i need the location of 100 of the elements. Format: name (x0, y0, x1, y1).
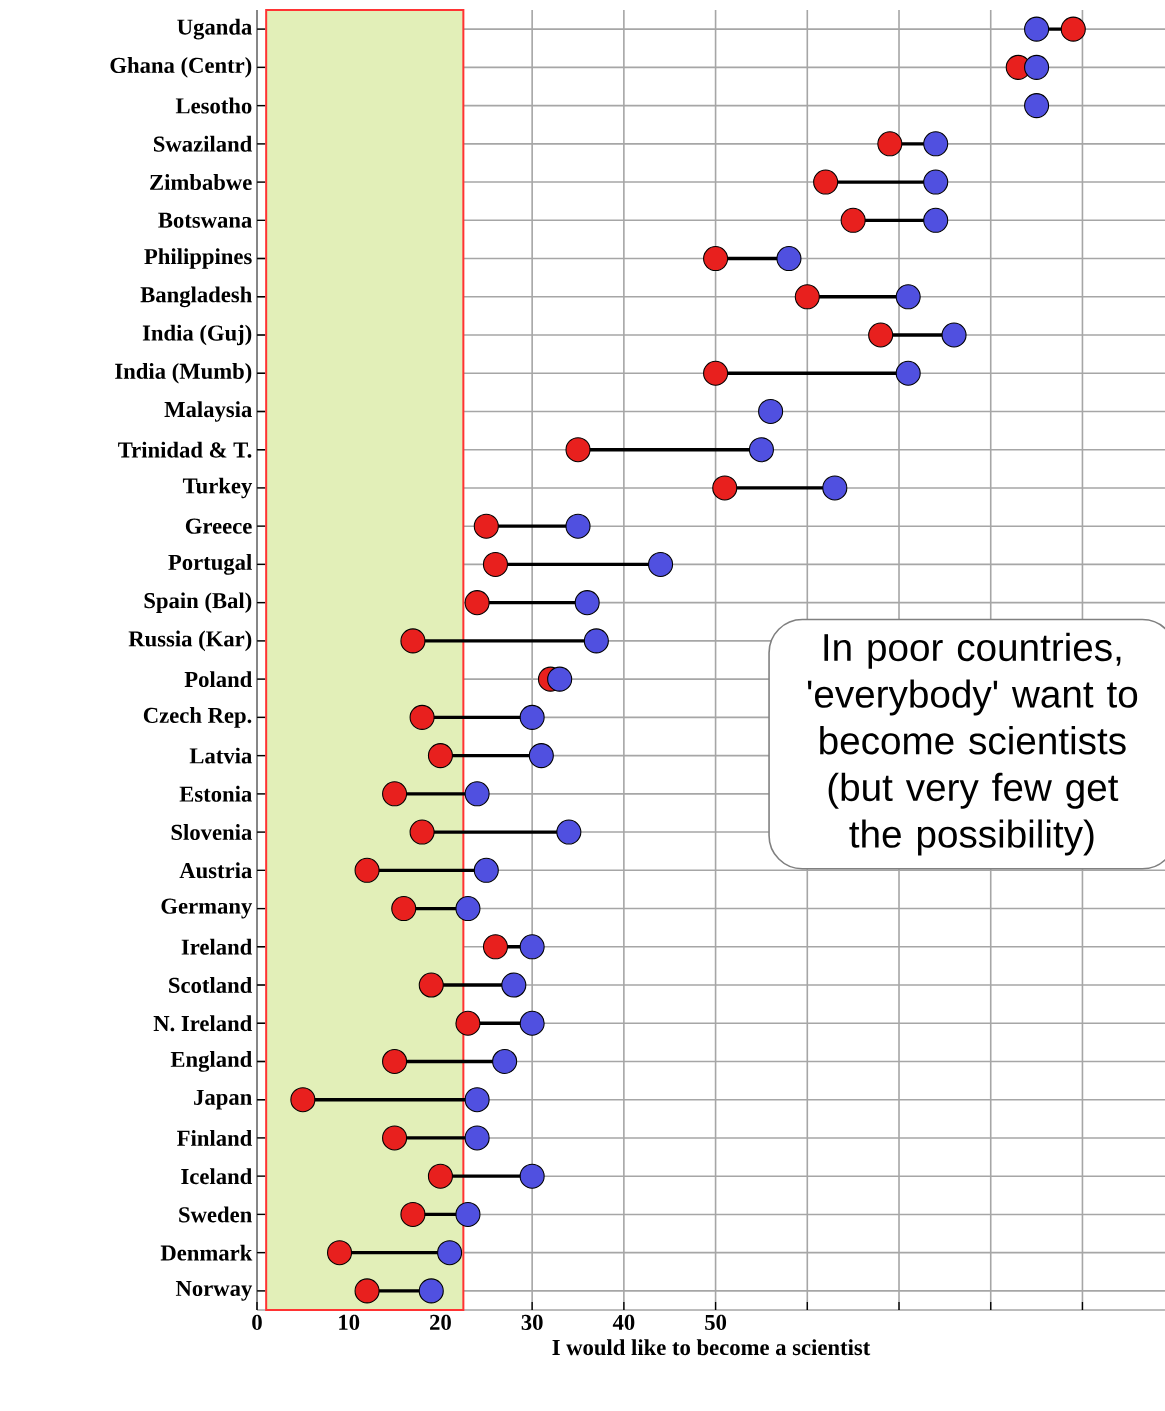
point (464, 590, 490, 616)
point (427, 1163, 453, 1189)
point (409, 819, 435, 845)
point (400, 628, 426, 654)
point (877, 131, 903, 157)
point (519, 934, 545, 960)
point (583, 628, 609, 654)
point (492, 1048, 518, 1075)
point (574, 590, 600, 616)
y-tick-label: Ireland (181, 938, 253, 955)
y-tick-label: Zimbabwe (150, 174, 252, 191)
point (418, 972, 444, 998)
x-tick-label: 0 (252, 1314, 262, 1331)
point (437, 1240, 463, 1266)
y-tick-label: India (Guj) (142, 324, 252, 346)
point (703, 246, 729, 272)
point (519, 1010, 545, 1036)
point (473, 513, 499, 539)
point (895, 360, 921, 386)
point (813, 169, 839, 195)
point (400, 1201, 426, 1227)
point (519, 1163, 545, 1189)
y-tick-label: Estonia (179, 785, 252, 802)
point (758, 398, 784, 425)
point (703, 360, 729, 386)
point (1024, 93, 1050, 119)
point (464, 1087, 490, 1113)
point (464, 1125, 490, 1151)
point (382, 781, 408, 807)
y-tick-label: Scotland (169, 977, 253, 993)
point (327, 1240, 353, 1266)
point (547, 666, 573, 692)
y-tick-label: Greece (185, 518, 252, 534)
x-tick-label: 30 (521, 1314, 543, 1331)
y-tick-label: England (170, 1051, 253, 1072)
y-tick-label: Botswana (158, 212, 252, 228)
point (455, 1201, 481, 1227)
point (565, 437, 591, 463)
point (648, 551, 674, 577)
y-tick-label: Czech Rep. (143, 707, 252, 728)
point (382, 1048, 408, 1075)
point (923, 131, 949, 157)
point (776, 246, 802, 272)
y-tick-label: Swaziland (153, 135, 253, 152)
point (822, 475, 848, 501)
point (473, 857, 499, 883)
point (391, 896, 417, 922)
point (748, 437, 774, 463)
y-tick-label: Philippines (144, 248, 252, 269)
point (556, 819, 582, 845)
point (528, 743, 554, 769)
point (409, 704, 435, 730)
point (482, 934, 508, 960)
y-tick-label: Trinidad & T. (118, 441, 252, 458)
point (895, 284, 921, 310)
x-tick-label: 10 (339, 1314, 360, 1331)
point (519, 704, 545, 730)
annotation: In poor countries, 'everybody' want to become scientists (but very few get the possibility) (807, 632, 1138, 856)
y-tick-label: Ghana (Centr) (110, 57, 252, 78)
y-tick-label: Germany (161, 898, 253, 919)
point (455, 896, 481, 922)
y-tick-label: Spain (Bal) (144, 592, 252, 613)
point (1024, 54, 1050, 80)
x-tick-label: 40 (612, 1314, 635, 1331)
point (382, 1125, 408, 1151)
point (868, 322, 894, 348)
point (941, 322, 967, 348)
point (464, 781, 490, 807)
y-tick-label: Uganda (177, 18, 252, 40)
y-tick-label: Sweden (179, 1206, 252, 1223)
point (712, 475, 738, 501)
y-tick-label: Slovenia (171, 824, 252, 841)
x-axis-title: I would like to become a scientist (552, 1339, 871, 1356)
y-tick-label: Japan (194, 1089, 252, 1110)
y-tick-label: Bangladesh (140, 286, 252, 308)
y-tick-label: Turkey (182, 477, 253, 499)
point (501, 972, 527, 998)
x-tick-label: 20 (430, 1314, 451, 1331)
point (565, 513, 591, 539)
y-tick-label: Austria (179, 862, 252, 879)
y-tick-label: Russia (Kar) (128, 630, 252, 652)
y-tick-label: Iceland (181, 1168, 253, 1185)
y-tick-label: Norway (175, 1281, 253, 1301)
point (354, 857, 380, 883)
point (482, 551, 508, 577)
point (1060, 16, 1086, 42)
y-tick-label: Denmark (160, 1244, 253, 1261)
point (923, 207, 949, 233)
point (455, 1010, 481, 1036)
point (418, 1278, 444, 1304)
y-tick-label: Poland (184, 671, 253, 688)
y-tick-label: N. Ireland (153, 1015, 253, 1032)
y-tick-label: Latvia (189, 747, 252, 764)
point (923, 169, 949, 195)
point (1024, 16, 1050, 42)
y-tick-label: India (Mumb) (115, 362, 252, 384)
y-tick-label: Finland (177, 1129, 253, 1146)
point (427, 743, 453, 769)
point (354, 1278, 380, 1304)
x-tick-label: 50 (705, 1314, 727, 1331)
